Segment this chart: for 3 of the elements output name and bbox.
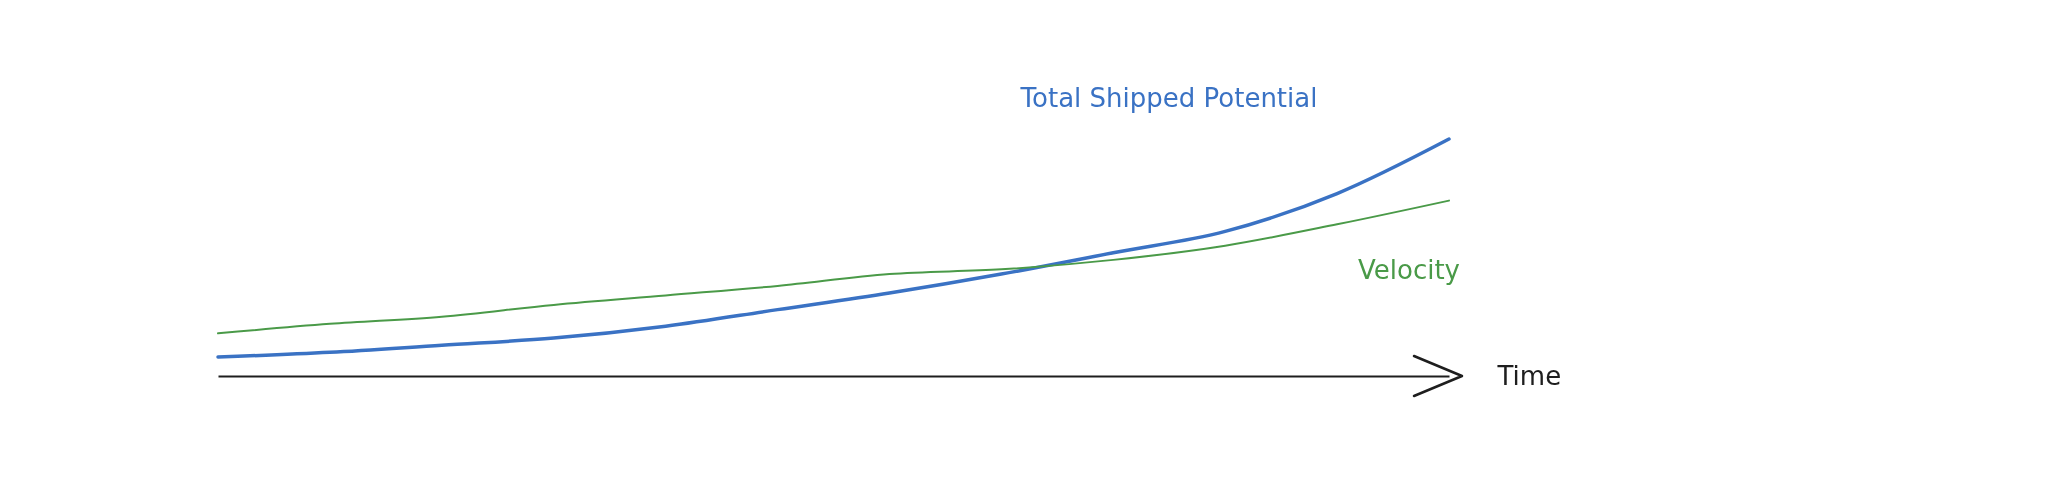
text: Total Shipped Potential <box>1019 83 1318 113</box>
series-label: Velocity <box>1358 254 1460 285</box>
x-axis-title: Time <box>1496 360 1562 391</box>
